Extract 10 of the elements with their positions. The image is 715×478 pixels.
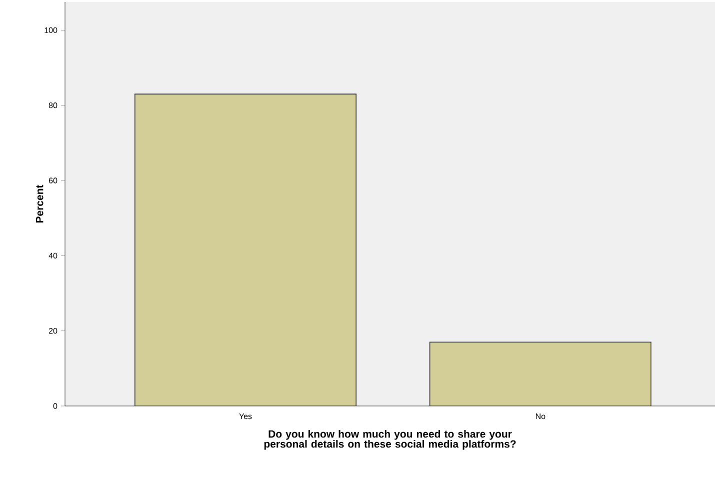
y-tick-label: 80	[48, 102, 58, 108]
y-tick-label: 20	[48, 328, 58, 334]
y-axis-title: Percent	[36, 184, 44, 223]
x-tick-label: No	[536, 414, 546, 420]
y-tick-label: 0	[53, 403, 58, 409]
y-tick-label: 40	[48, 252, 58, 258]
x-tick-label: Yes	[239, 414, 252, 420]
x-axis-title: Do you know how much you need to share your personal details on these social media platforms?	[264, 430, 516, 450]
y-tick-label: 60	[48, 178, 58, 184]
y-tick-label: 100	[44, 27, 58, 34]
